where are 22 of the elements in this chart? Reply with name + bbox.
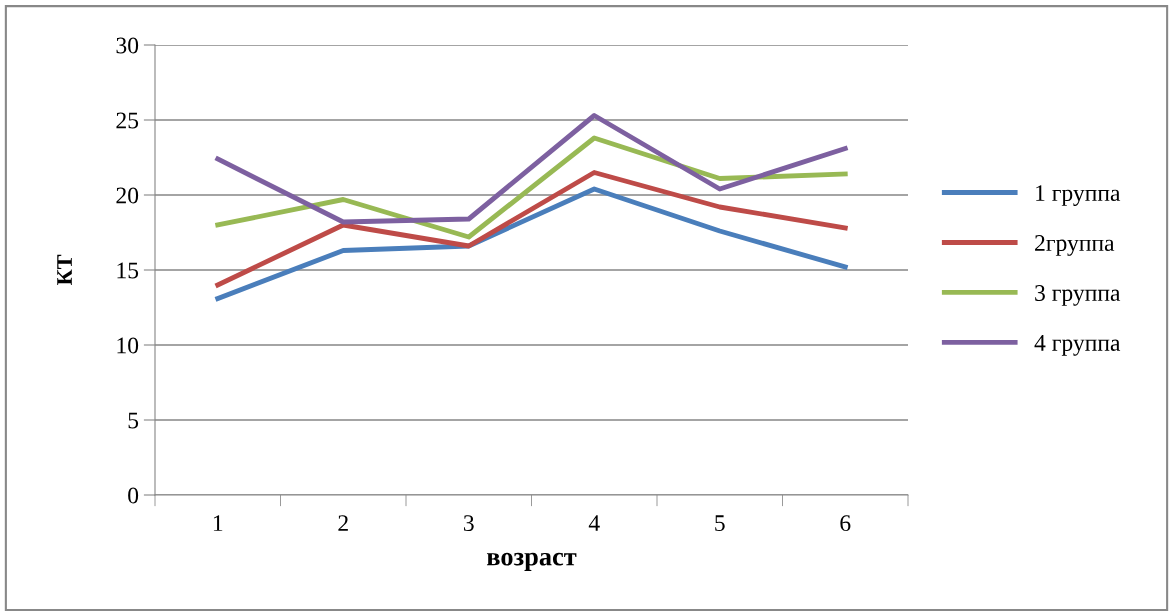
- y-tick-label: 5: [128, 412, 139, 429]
- line-series: [215, 186, 848, 301]
- line-series: [215, 170, 848, 288]
- y-tick-label: 25: [116, 112, 139, 129]
- y-tick-label: 20: [116, 187, 139, 204]
- y-tick-label: 10: [117, 337, 139, 354]
- x-tick-label: 4: [588, 515, 600, 531]
- legend-label: 4 группа: [1034, 335, 1121, 356]
- x-axis-title: возраст: [486, 552, 577, 571]
- x-tick-label: 2: [338, 515, 348, 531]
- line-series: [215, 113, 848, 225]
- y-tick-label: 15: [117, 262, 139, 279]
- y-tick-label: 0: [128, 487, 139, 504]
- x-tick-label: 5: [715, 515, 725, 532]
- x-tick-label: 6: [840, 515, 851, 532]
- legend-label: 1 группа: [1036, 185, 1121, 206]
- legend-label: 2группа: [1035, 235, 1115, 256]
- y-axis-title: КТ: [57, 254, 72, 286]
- y-tick-label: 30: [116, 37, 139, 54]
- x-tick-label: 3: [463, 515, 474, 532]
- x-tick-label: 1: [213, 515, 223, 531]
- legend-label: 3 группа: [1035, 285, 1121, 306]
